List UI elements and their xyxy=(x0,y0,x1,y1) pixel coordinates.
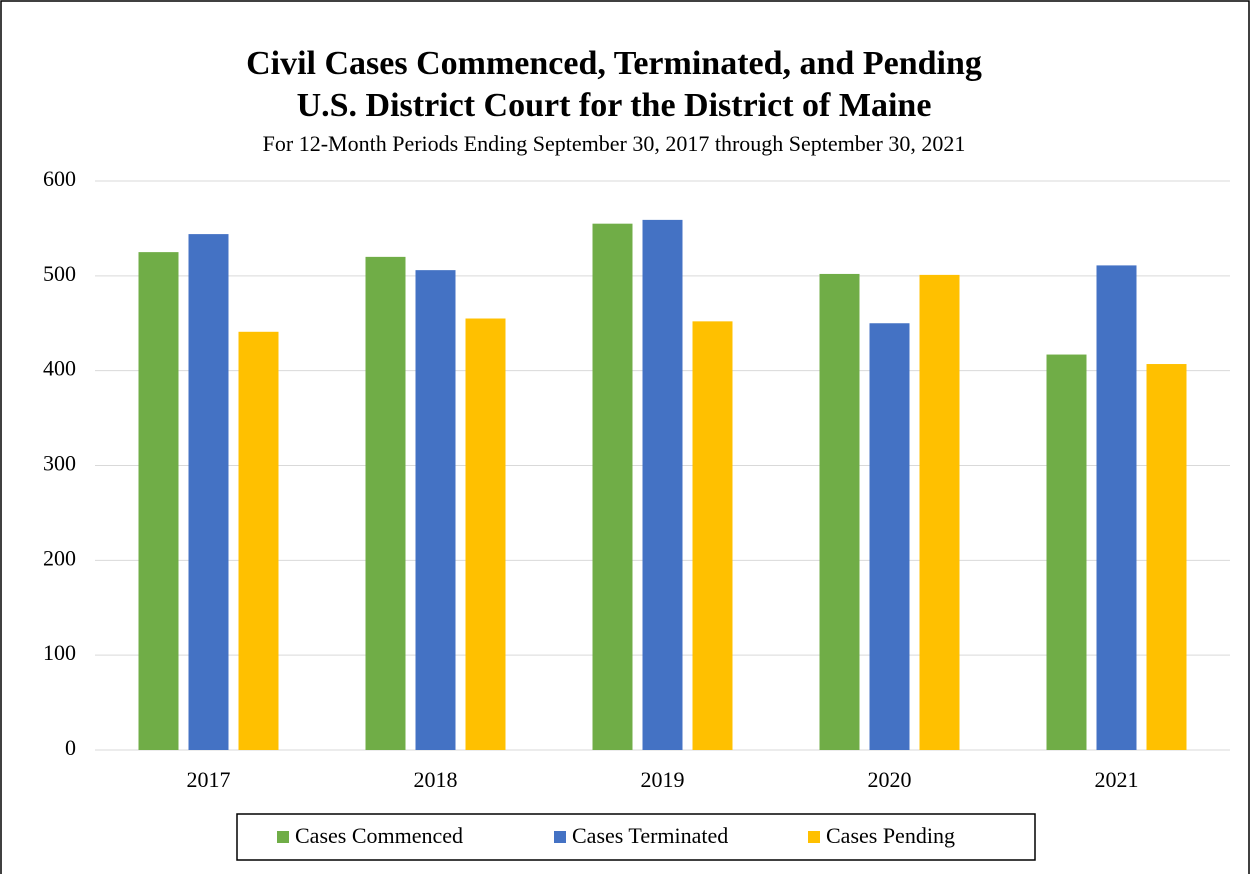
y-tick-label: 400 xyxy=(43,356,76,381)
y-tick-label: 0 xyxy=(65,735,76,760)
bar xyxy=(869,323,910,750)
bar xyxy=(238,331,279,750)
y-tick-label: 600 xyxy=(43,166,76,191)
bar xyxy=(188,234,229,750)
bar xyxy=(1096,265,1137,750)
bar xyxy=(1046,354,1087,750)
bar xyxy=(592,223,633,751)
legend-label: Cases Terminated xyxy=(572,823,728,848)
chart-subtitle: U.S. District Court for the District of … xyxy=(297,87,932,124)
x-tick-label: 2017 xyxy=(187,767,231,792)
legend-swatch xyxy=(808,831,820,843)
x-tick-label: 2020 xyxy=(868,767,912,792)
x-tick-label: 2021 xyxy=(1095,767,1139,792)
bar xyxy=(138,252,179,750)
y-tick-label: 300 xyxy=(43,451,76,476)
chart-title: Civil Cases Commenced, Terminated, and P… xyxy=(246,45,982,82)
x-tick-label: 2018 xyxy=(414,767,458,792)
bar xyxy=(415,270,456,750)
chart-note: For 12-Month Periods Ending September 30… xyxy=(263,131,966,156)
legend-label: Cases Commenced xyxy=(295,823,463,848)
bar xyxy=(919,274,960,750)
bar xyxy=(692,321,733,750)
y-tick-label: 500 xyxy=(43,261,76,286)
bar xyxy=(642,219,683,751)
y-tick-label: 200 xyxy=(43,545,76,570)
legend-swatch xyxy=(554,831,566,843)
legend-swatch xyxy=(277,831,289,843)
legend-box xyxy=(236,813,1036,861)
y-tick-label: 100 xyxy=(43,640,76,665)
x-tick-label: 2019 xyxy=(641,767,685,792)
bar xyxy=(819,273,860,750)
bar xyxy=(365,256,406,750)
legend-label: Cases Pending xyxy=(826,823,955,848)
bar xyxy=(465,318,506,750)
bar xyxy=(1146,364,1187,750)
